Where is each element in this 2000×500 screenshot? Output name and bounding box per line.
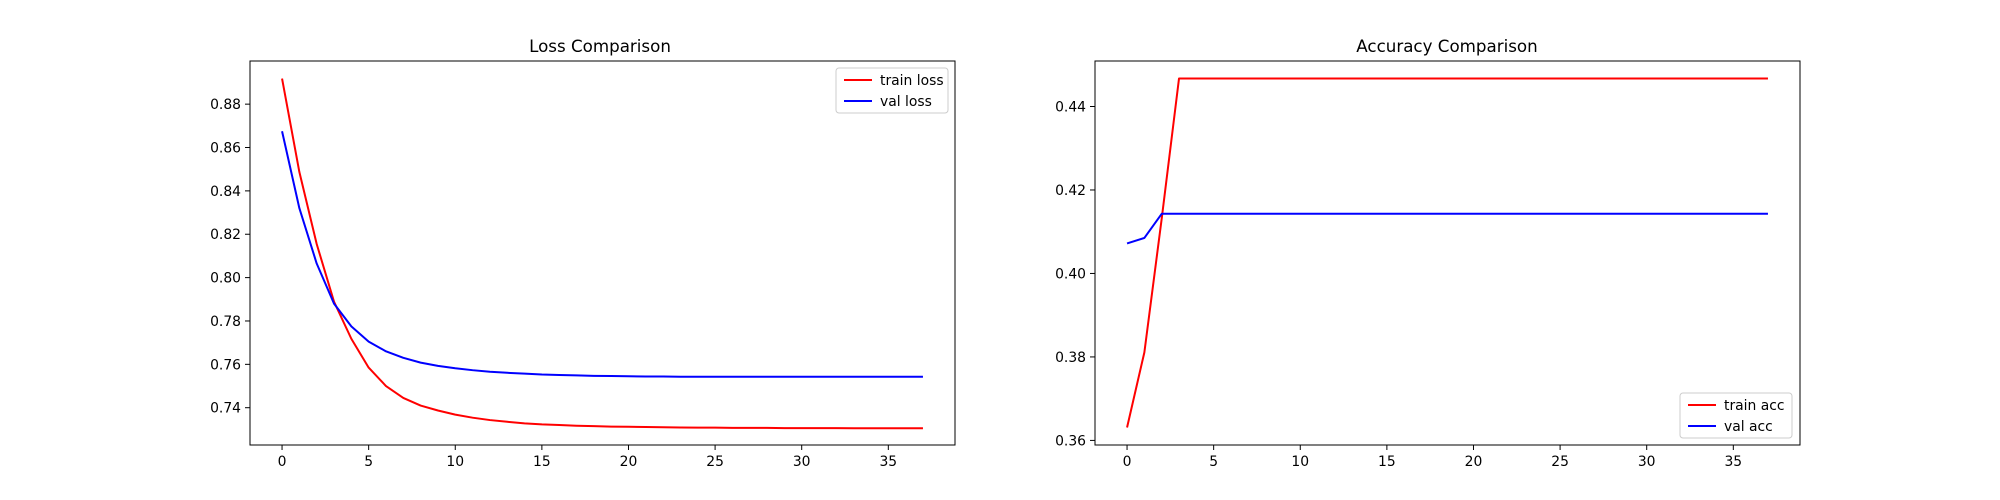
accuracy-series-line-val-acc <box>1126 212 1768 245</box>
accuracy-x-tick-label: 30 <box>1638 454 1656 470</box>
loss-axes-frame <box>249 60 956 446</box>
accuracy-legend-label: train acc <box>1724 398 1785 414</box>
loss-comparison-panel: Loss Comparison 0 5 10 15 20 25 30 35 0.74 0.76 0.… <box>210 36 956 470</box>
accuracy-legend-label: val acc <box>1724 419 1773 435</box>
accuracy-x-tick-label: 15 <box>1378 454 1396 470</box>
accuracy-y-tick-label: 0.40 <box>1055 266 1086 282</box>
accuracy-y-tick-label: 0.42 <box>1055 183 1086 199</box>
loss-x-tick-label: 15 <box>533 454 551 470</box>
accuracy-legend: train acc val acc <box>1679 392 1793 439</box>
accuracy-x-tick-label: 35 <box>1724 454 1742 470</box>
accuracy-x-tick-label: 5 <box>1209 454 1218 470</box>
loss-legend: train loss val loss <box>835 67 949 114</box>
loss-chart-title: Loss Comparison <box>529 36 671 56</box>
loss-y-tick-label: 0.76 <box>210 357 241 373</box>
loss-legend-label: train loss <box>880 73 944 89</box>
loss-x-tick-label: 10 <box>446 454 464 470</box>
accuracy-x-tick-label: 25 <box>1551 454 1569 470</box>
accuracy-x-tick-label: 0 <box>1123 454 1132 470</box>
loss-series-line-val-loss <box>281 131 923 378</box>
accuracy-y-tick-label: 0.44 <box>1055 99 1086 115</box>
loss-y-tick-label: 0.88 <box>210 97 241 113</box>
loss-x-tick-label: 35 <box>879 454 897 470</box>
accuracy-axes-frame <box>1094 60 1801 446</box>
loss-x-tick-label: 0 <box>278 454 287 470</box>
accuracy-y-tick-label: 0.36 <box>1055 433 1086 449</box>
loss-legend-label: val loss <box>880 94 932 110</box>
loss-y-tick-label: 0.84 <box>210 184 241 200</box>
accuracy-x-tick-label: 10 <box>1291 454 1309 470</box>
accuracy-comparison-panel: Accuracy Comparison 0 5 10 15 20 25 30 35 0.36 0.… <box>1055 36 1801 470</box>
loss-series-line-train-loss <box>281 78 923 430</box>
loss-y-tick-label: 0.86 <box>210 141 241 157</box>
loss-x-tick-label: 5 <box>364 454 373 470</box>
loss-x-tick-label: 20 <box>620 454 638 470</box>
loss-y-tick-label: 0.82 <box>210 227 241 243</box>
accuracy-chart-title: Accuracy Comparison <box>1356 36 1537 56</box>
accuracy-series-line-train-acc <box>1126 77 1768 428</box>
loss-x-tick-label: 30 <box>793 454 811 470</box>
loss-y-tick-label: 0.78 <box>210 314 241 330</box>
accuracy-x-tick-label: 20 <box>1465 454 1483 470</box>
loss-y-tick-label: 0.80 <box>210 271 241 287</box>
loss-x-tick-label: 25 <box>706 454 724 470</box>
accuracy-y-tick-label: 0.38 <box>1055 350 1086 366</box>
loss-y-tick-label: 0.74 <box>210 401 241 417</box>
